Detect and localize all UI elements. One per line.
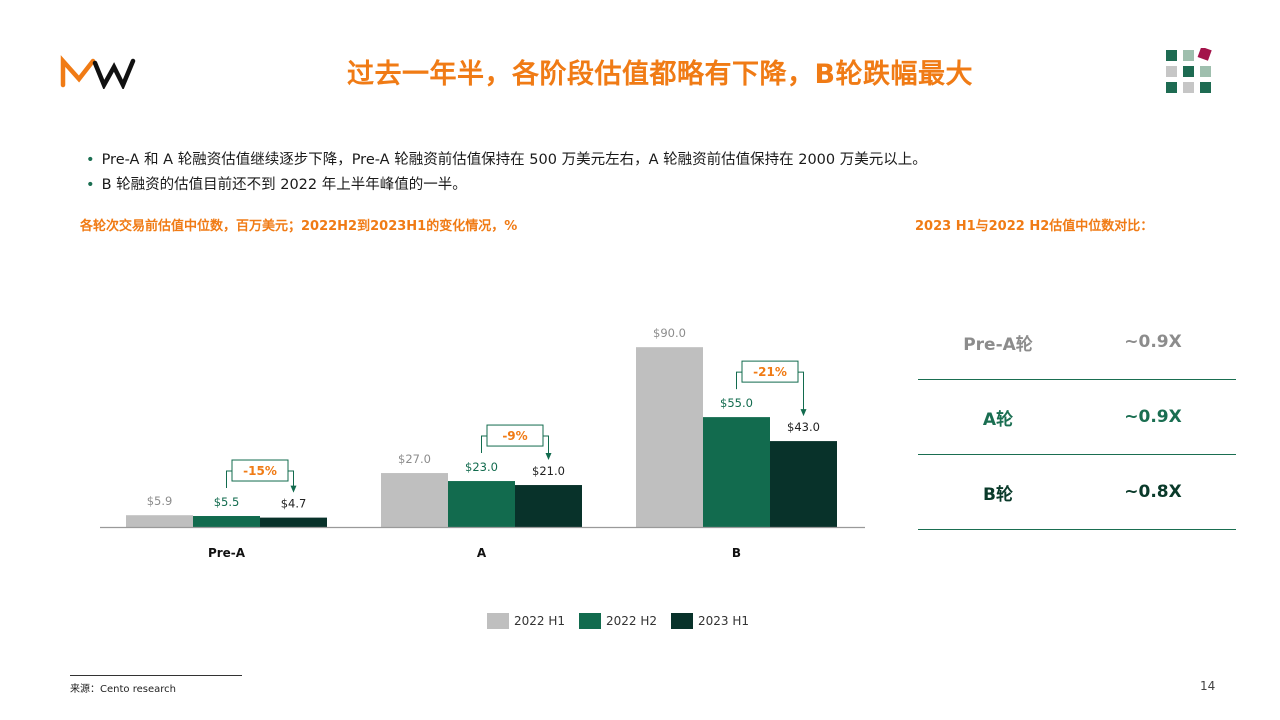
bar (448, 481, 515, 527)
arrow-head (545, 453, 552, 461)
category-label: Pre-A (208, 546, 246, 560)
grid-squares-decoration (1166, 48, 1212, 93)
change-badge (486, 424, 544, 447)
legend-label: 2022 H2 (606, 614, 658, 628)
bar-value-label: $55.0 (720, 396, 753, 410)
arrow-head (800, 409, 807, 417)
bullet-list: Pre-A 和 A 轮融资估值继续逐步下降，Pre-A 轮融资前估值保持在 50… (86, 148, 927, 198)
page-number: 14 (1200, 679, 1216, 693)
comparison-row: A轮 ~0.9X (918, 380, 1236, 455)
comparison-round-label: A轮 (982, 409, 1014, 430)
bar (126, 515, 193, 527)
comparison-round-label: Pre-A轮 (963, 334, 1033, 355)
bar-value-label: $27.0 (398, 452, 431, 466)
bar (260, 517, 327, 527)
bar (193, 516, 260, 527)
bar-value-label: $5.9 (147, 494, 173, 508)
change-percent-label: -21% (753, 365, 787, 379)
bar-value-label: $90.0 (653, 326, 686, 340)
chart-subtitle: 各轮次交易前估值中位数，百万美元；2022H2到2023H1的变化情况，% (80, 219, 518, 234)
valuation-bar-chart: $5.9 $5.5 $4.7 Pre-A -15% $27.0 $23.0 $21.0 A -9%… (100, 326, 865, 560)
company-logo (60, 55, 136, 89)
legend-item-2022-h2: 2022 H2 (579, 613, 657, 629)
bar (381, 473, 448, 527)
change-percent-label: -15% (243, 464, 277, 478)
comparison-row: Pre-A轮 ~0.9X (918, 305, 1236, 380)
legend-label: 2022 H1 (514, 614, 566, 628)
legend-item-2023-h1: 2023 H1 (671, 613, 749, 629)
bar (703, 417, 770, 527)
legend-label: 2023 H1 (698, 614, 750, 628)
change-badge (741, 360, 799, 383)
bullet-item: B 轮融资的估值目前还不到 2022 年上半年峰值的一半。 (86, 173, 927, 198)
bar-value-label: $4.7 (281, 497, 307, 511)
comparison-ratio-value: ~0.8X (1124, 482, 1182, 502)
bullet-item: Pre-A 和 A 轮融资估值继续逐步下降，Pre-A 轮融资前估值保持在 50… (86, 148, 927, 173)
category-label: B (732, 546, 741, 560)
comparison-row: B轮 ~0.8X (918, 455, 1236, 530)
change-badge (231, 459, 289, 482)
legend-item-2022-h1: 2022 H1 (487, 613, 565, 629)
change-percent-label: -9% (502, 429, 527, 443)
chart-legend: 2022 H1 2022 H2 2023 H1 (487, 613, 749, 629)
comparison-table: Pre-A轮 ~0.9X A轮 ~0.9X B轮 ~0.8X (918, 305, 1236, 530)
category-label: A (477, 546, 487, 560)
bar-value-label: $43.0 (787, 420, 820, 434)
comparison-ratio-value: ~0.9X (1124, 332, 1182, 352)
bar (636, 347, 703, 527)
comparison-title: 2023 H1与2022 H2估值中位数对比： (915, 219, 1154, 234)
footer-divider (70, 675, 242, 676)
bar (770, 441, 837, 527)
legend-swatch (671, 613, 694, 629)
comparison-round-label: B轮 (983, 484, 1013, 505)
bar (515, 485, 582, 527)
source-note: 来源：Cento research (70, 684, 176, 695)
page-title: 过去一年半，各阶段估值都略有下降，B轮跌幅最大 (346, 59, 974, 90)
legend-swatch (487, 613, 509, 629)
bar-value-label: $5.5 (214, 495, 240, 509)
bar-value-label: $23.0 (465, 460, 498, 474)
legend-swatch (579, 613, 602, 629)
comparison-ratio-value: ~0.9X (1124, 407, 1182, 427)
arrow-head (290, 485, 297, 493)
bar-value-label: $21.0 (532, 464, 565, 478)
